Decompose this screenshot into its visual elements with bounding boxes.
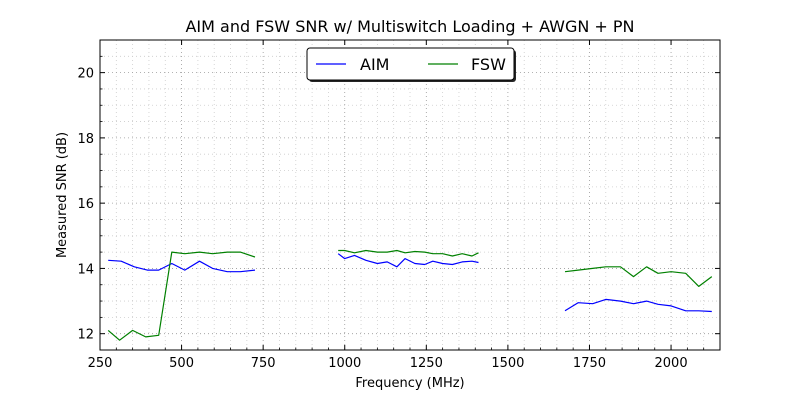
- x-tick-label: 500: [169, 356, 194, 371]
- x-tick-label: 1250: [410, 356, 443, 371]
- series-line-fsw: [107, 251, 256, 341]
- x-tick-label: 1500: [491, 356, 524, 371]
- x-tick-label: 750: [251, 356, 276, 371]
- x-tick-label: 1000: [328, 356, 361, 371]
- y-axis-label: Measured SNR (dB): [55, 132, 70, 258]
- x-tick-label: 2000: [655, 356, 688, 371]
- series-line-fsw: [338, 249, 479, 257]
- x-tick-label: 250: [88, 356, 113, 371]
- x-tick-label: 1750: [573, 356, 606, 371]
- x-axis-label: Frequency (MHz): [355, 376, 464, 391]
- legend-box: [306, 47, 515, 81]
- plot-area-frame: [99, 39, 721, 351]
- legend: AIM FSW: [306, 47, 516, 82]
- legend-label-fsw: FSW: [471, 55, 506, 74]
- y-tick-label: 18: [77, 132, 94, 147]
- grid-lines: [100, 39, 721, 350]
- y-tick-label: 16: [77, 197, 94, 212]
- y-tick-label: 12: [77, 328, 94, 343]
- series-line-aim: [337, 253, 479, 268]
- y-tick-label: 14: [77, 262, 94, 277]
- series-line-aim: [564, 298, 712, 313]
- chart-title: AIM and FSW SNR w/ Multiswitch Loading +…: [185, 17, 634, 36]
- series-line-aim: [108, 259, 256, 273]
- axis-ticks: 250 500 750 1000 1250 1500 1750 2000 12 14 16 18 20: [77, 39, 721, 371]
- legend-label-aim: AIM: [360, 55, 389, 74]
- series-line-fsw: [564, 266, 713, 287]
- y-tick-label: 20: [77, 67, 94, 82]
- series-lines: [107, 249, 713, 341]
